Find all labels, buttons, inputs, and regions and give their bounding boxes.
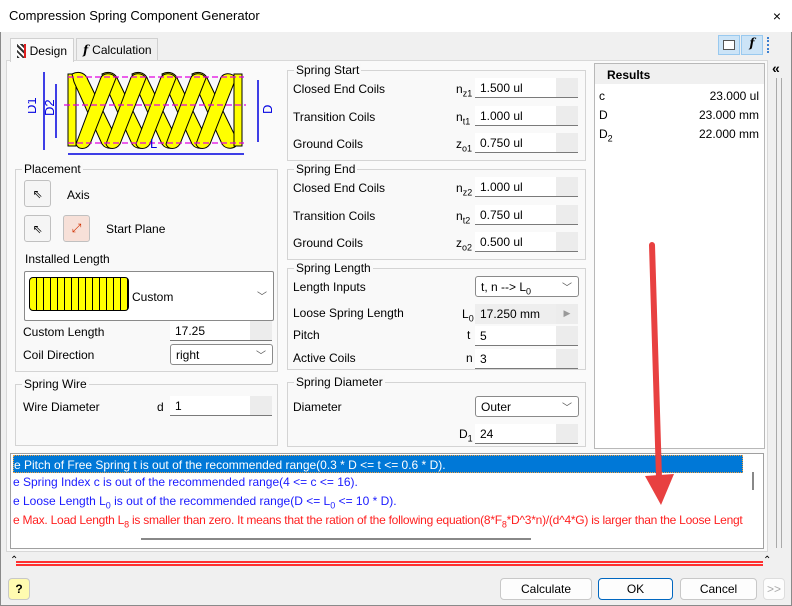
ground-coils-end-label: Ground Coils [293,236,364,250]
more-button[interactable]: >> [763,578,785,600]
result-row: c 23.000 ul [599,89,759,103]
tab-design-label: Design [29,43,67,58]
wire-diameter-input[interactable]: 1 [170,396,272,416]
function-icon: f [749,36,755,50]
design-view-toggle[interactable] [718,35,740,55]
result-row: D 23.000 mm [599,108,759,122]
transition-coils-start-input[interactable]: 1.000 ul [475,106,578,126]
closed-end-coils-end-label: Closed End Coils [293,181,386,195]
message-item[interactable]: e Max. Load Length L8 is smaller than ze… [13,513,743,529]
custom-length-label: Custom Length [23,325,105,339]
ground-coils-end-input[interactable]: 0.500 ul [475,232,578,252]
coil-direction-label: Coil Direction [23,348,95,362]
closed-end-coils-start-input[interactable]: 1.500 ul [475,78,578,98]
wire-diameter-symbol: d [157,400,164,414]
vertical-scrollbar[interactable] [752,472,754,490]
wire-diameter-label: Wire Diameter [23,400,100,414]
expand-up-icon[interactable]: ⌃ [763,555,772,566]
spring-design-icon [17,43,26,58]
dimension-label-d2: D2 [42,99,57,116]
axis-select-button[interactable]: ⇖ [24,180,51,207]
flip-button[interactable]: ⤢ [63,215,90,242]
function-icon: f [83,43,89,57]
spring-length-title: Spring Length [294,261,373,275]
transition-coils-end-input[interactable]: 0.750 ul [475,205,578,225]
transition-coils-start-label: Transition Coils [293,110,376,124]
window-title: Compression Spring Component Generator [9,8,260,23]
dimension-label-d: D [260,105,275,114]
close-button[interactable]: × [772,8,782,24]
spring-coils [67,71,243,149]
transition-coils-end-label: Transition Coils [293,209,376,223]
start-plane-label: Start Plane [106,222,166,236]
dimension-lines [43,72,259,155]
pitch-symbol: t [467,328,471,342]
messages-list: e Pitch of Free Spring t is out of the r… [10,453,764,549]
tab-calculation[interactable]: f Calculation [76,38,158,61]
axis-label: Axis [67,188,90,202]
help-button[interactable]: ? [8,578,30,600]
start-plane-select-button[interactable]: ⇖ [24,215,51,242]
diameter-label: Diameter [293,400,342,414]
installed-spring-icon [29,277,129,311]
title-bar: Compression Spring Component Generator × [0,0,792,32]
expand-up-icon[interactable]: ⌃ [10,555,19,566]
ground-coils-start-label: Ground Coils [293,137,364,151]
chevron-down-icon: ﹀ [257,292,267,303]
results-splitter[interactable] [776,78,782,548]
installed-length-dropdown[interactable]: Custom ﹀ [24,271,274,321]
cursor-arrow-icon: ⇖ [32,221,43,236]
d1-input[interactable]: 24 [475,424,578,444]
length-inputs-label: Length Inputs [293,280,366,294]
spring-figure: D1 D2 D L [28,71,275,155]
results-panel: Results c 23.000 ul D 23.000 mm D2 22.000 m… [594,63,765,449]
spring-start-title: Spring Start [294,63,362,77]
chevron-down-icon: ﹀ [256,351,266,362]
active-coils-symbol: n [466,351,473,365]
flip-direction-icon: ⤢ [71,221,82,235]
splitter-bar[interactable] [16,561,763,566]
pitch-input[interactable]: 5 [475,326,578,346]
message-item[interactable]: e Spring Index c is out of the recommend… [13,475,358,489]
message-item[interactable]: e Pitch of Free Spring t is out of the r… [13,455,743,473]
cursor-arrow-icon: ⇖ [32,186,43,201]
installed-length-label: Installed Length [25,252,110,266]
results-title: Results [595,64,764,84]
installed-length-value: Custom [132,290,174,304]
loose-spring-length-readonly: 17.250 mm ▶ [475,304,578,324]
pitch-label: Pitch [293,328,320,342]
horizontal-scrollbar[interactable] [141,538,531,540]
diameter-select[interactable]: Outer ﹀ [475,396,579,417]
chevron-down-icon: ﹀ [562,283,572,294]
coil-direction-select[interactable]: right ﹀ [170,344,273,365]
active-coils-input[interactable]: 3 [475,349,578,369]
dimension-label-l: L [150,136,157,151]
play-arrow-icon: ▶ [556,304,578,324]
design-sheet-icon [723,40,735,50]
spring-wire-title: Spring Wire [22,377,89,391]
closed-end-coils-end-input[interactable]: 1.000 ul [475,177,578,197]
custom-length-input[interactable]: 17.25 [170,321,272,341]
cancel-button[interactable]: Cancel [680,578,757,600]
tab-design[interactable]: Design [10,38,74,62]
tab-calculation-label: Calculation [92,43,152,57]
length-inputs-select[interactable]: t, n --> L0 ﹀ [475,276,579,297]
spring-end-title: Spring End [294,162,358,176]
active-coils-label: Active Coils [293,351,356,365]
ok-button[interactable]: OK [598,578,673,600]
dimension-label-d1: D1 [28,97,39,114]
message-item[interactable]: e Loose Length L0 is out of the recommen… [13,494,397,510]
calculate-button[interactable]: Calculate [500,578,592,600]
result-row: D2 22.000 mm [599,127,759,144]
tree-view-icon[interactable] [767,37,783,53]
ground-coils-start-input[interactable]: 0.750 ul [475,133,578,153]
chevron-down-icon: ﹀ [562,403,572,414]
placement-title: Placement [22,162,83,176]
spring-diameter-title: Spring Diameter [294,375,385,389]
collapse-results-button[interactable]: « [772,60,780,76]
center-lines [64,76,246,144]
closed-end-coils-start-label: Closed End Coils [293,82,386,96]
loose-spring-length-label: Loose Spring Length [293,306,404,320]
calculation-view-toggle[interactable]: f [741,35,763,55]
